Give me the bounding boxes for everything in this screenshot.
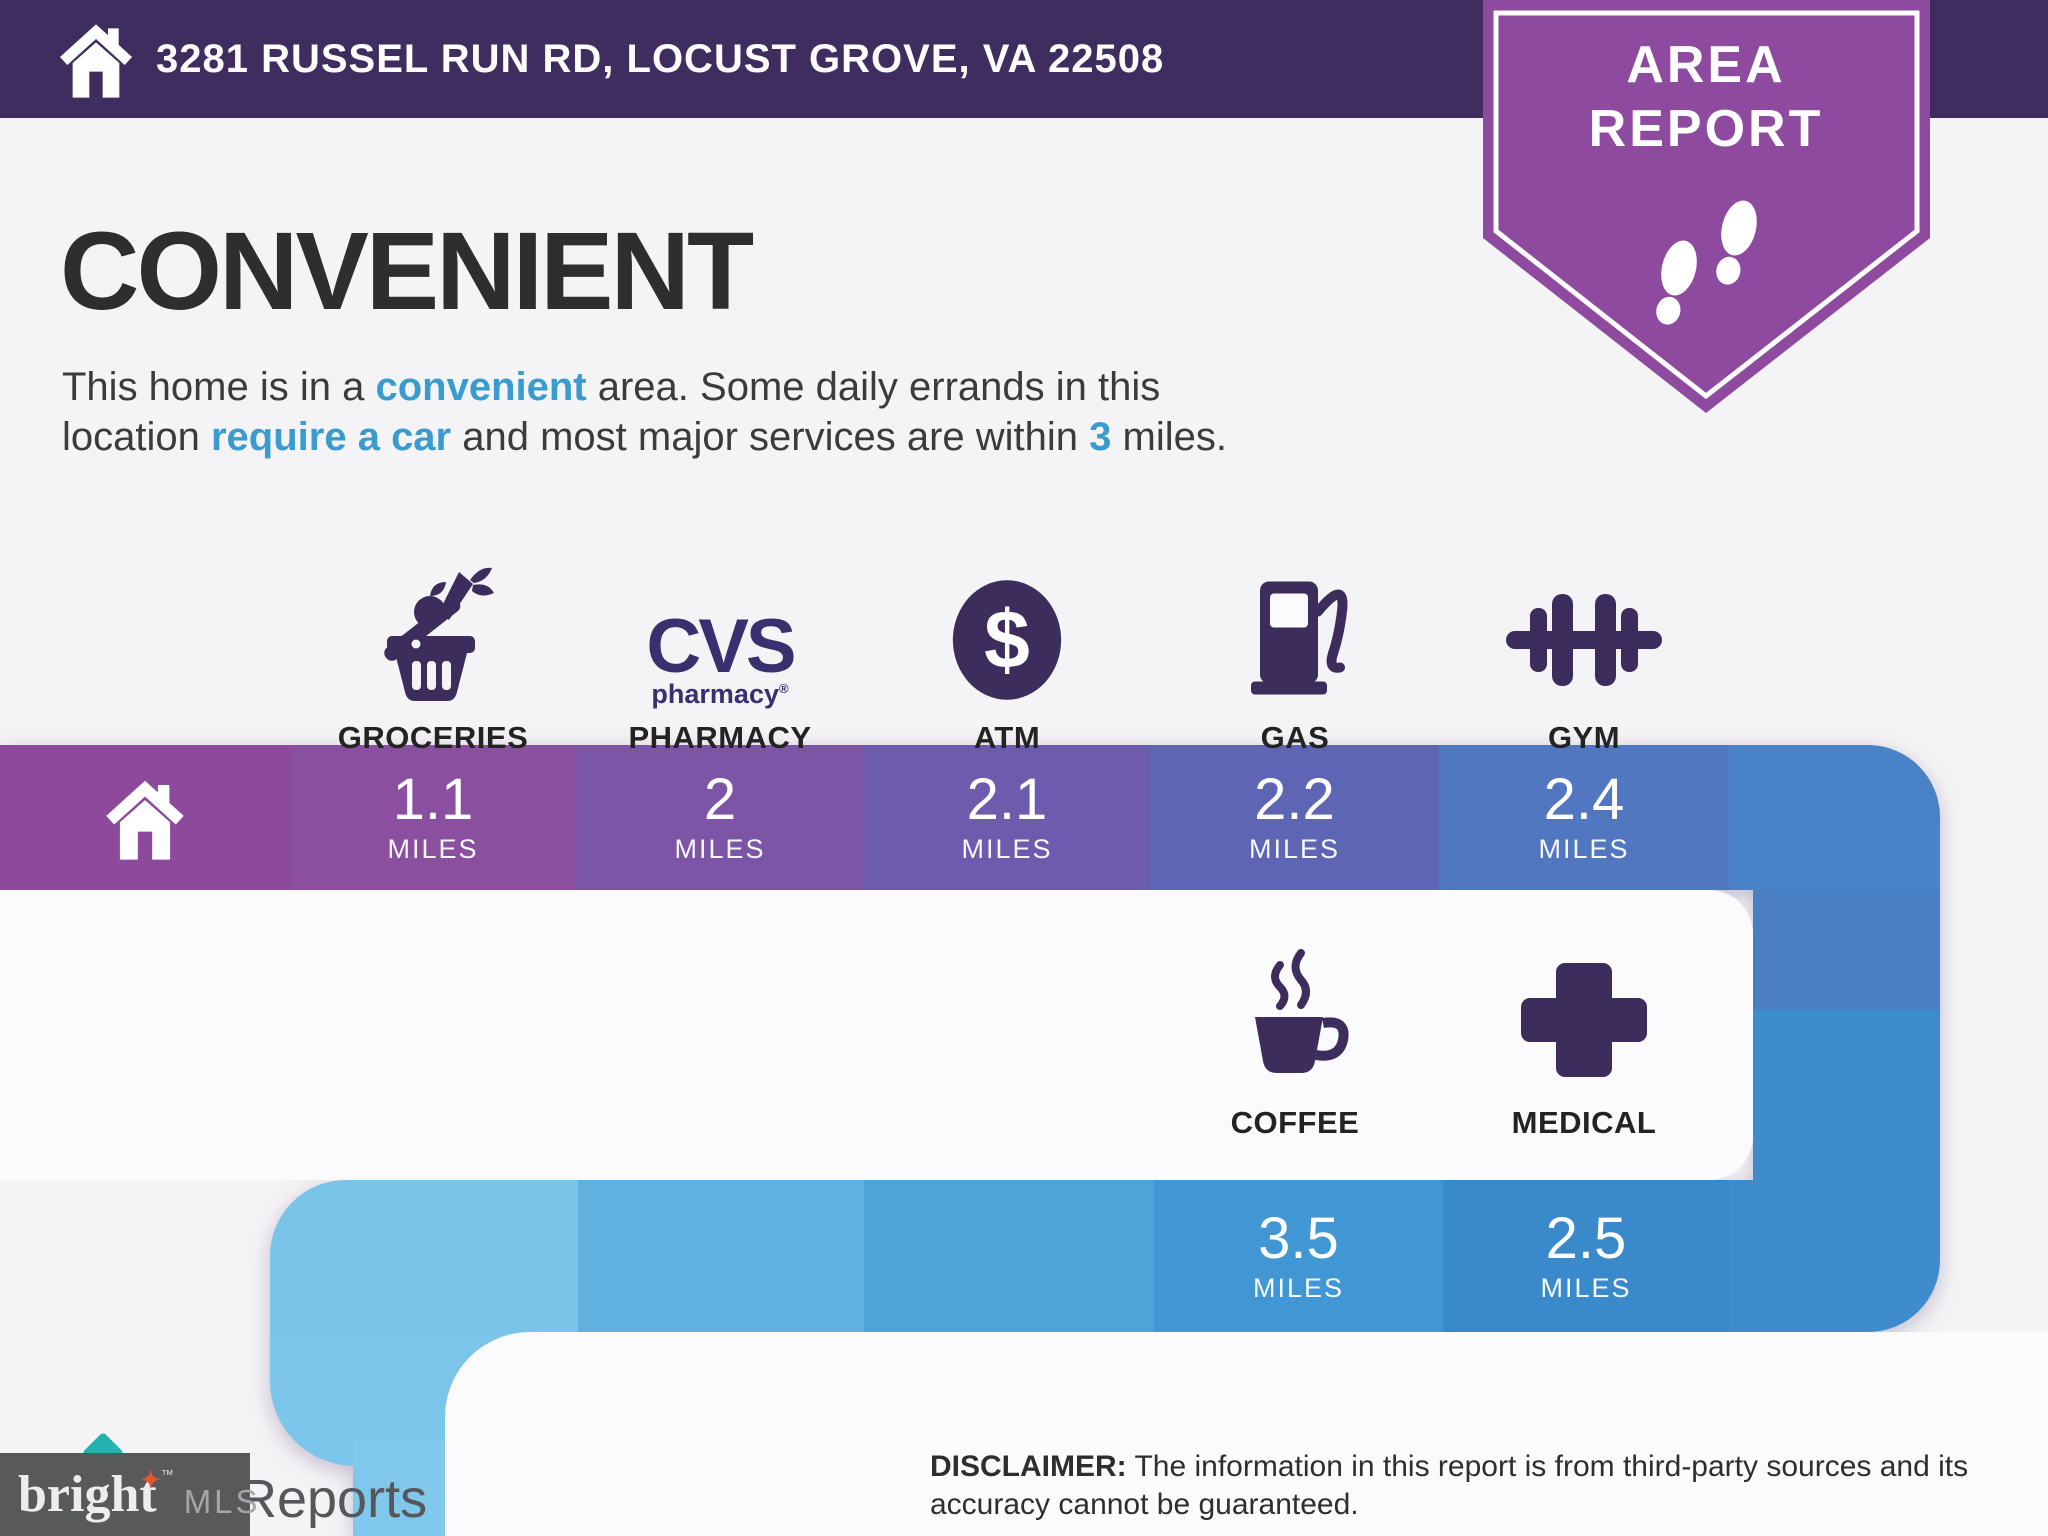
desc-text: miles. [1111, 415, 1227, 459]
desc-highlight-require-a-car: require a car [210, 415, 452, 459]
disclaimer-label: DISCLAIMER: [930, 1450, 1127, 1483]
amenity-label: GROCERIES [337, 720, 529, 755]
trademark-symbol: ™ [160, 1467, 174, 1482]
amenity-gas: GAS [1150, 540, 1440, 756]
amenity-label: COFFEE [1230, 1105, 1360, 1140]
amenity-label: GYM [1547, 720, 1621, 755]
desc-text: and most major services are within [451, 415, 1090, 459]
disclaimer: DISCLAIMER: The information in this repo… [930, 1448, 2025, 1524]
amenity-label: MEDICAL [1511, 1105, 1657, 1140]
bright-mls-logo: bright ✦ ™ MLS [0, 1453, 258, 1536]
brand-suffix: MLS [183, 1482, 261, 1520]
dollar-circle-icon: $ [952, 580, 1062, 700]
dumbbell-icon [1506, 594, 1662, 686]
cvs-logo-text: CVS [646, 604, 796, 689]
middle-cutout-panel [0, 890, 1753, 1180]
reports-wordmark: Reports [238, 1469, 428, 1529]
bottom-cutout-panel [445, 1332, 2048, 1536]
grocery-basket-icon [384, 567, 494, 701]
medical-cross-icon [1521, 963, 1647, 1077]
distance-atm: 2.1 MILES [961, 767, 1053, 865]
disclaimer-text: The information in this report is from t… [930, 1450, 1969, 1521]
distance-pharmacy: 2 MILES [674, 767, 766, 865]
gas-pump-icon [1251, 581, 1348, 695]
amenity-groceries: GROCERIES [288, 540, 578, 756]
distance-coffee: 3.5 MILES [1252, 1205, 1345, 1303]
cvs-pharmacy-logo: CVS pharmacy® [646, 604, 796, 710]
page-description: This home is in a convenient area. Some … [62, 362, 1227, 462]
desc-text: location [62, 415, 211, 459]
amenity-label: ATM [973, 720, 1041, 755]
property-address: 3281 RUSSEL RUN RD, LOCUST GROVE, VA 225… [156, 36, 1165, 81]
desc-highlight-convenient: convenient [375, 365, 587, 409]
brand-name: bright ✦ [18, 1467, 161, 1521]
area-report-badge: AREA REPORT [1483, 0, 1930, 413]
registered-mark: ® [778, 681, 789, 696]
bar-home-marker [0, 745, 290, 890]
page-title: CONVENIENT [60, 210, 754, 333]
amenity-medical: MEDICAL [1439, 925, 1729, 1141]
star-icon: ✦ [140, 1466, 161, 1494]
distance-gym: 2.4 MILES [1538, 767, 1630, 865]
coffee-cup-icon [1255, 949, 1349, 1073]
desc-text: This home is in a [62, 365, 376, 409]
amenity-label: GAS [1260, 720, 1330, 755]
distance-medical: 2.5 MILES [1540, 1205, 1632, 1303]
desc-highlight-3: 3 [1089, 415, 1112, 459]
amenity-pharmacy: CVS pharmacy® PHARMACY [575, 540, 865, 756]
amenity-gym: GYM [1439, 540, 1729, 756]
amenity-atm: $ ATM [862, 540, 1152, 756]
amenity-coffee: COFFEE [1150, 925, 1440, 1141]
home-icon [56, 8, 136, 110]
badge-line2: REPORT [1589, 100, 1824, 158]
home-icon [102, 775, 188, 861]
cvs-pharmacy-text: pharmacy® [651, 679, 789, 709]
desc-text: area. Some daily errands in this [586, 365, 1161, 409]
badge-line1: AREA [1626, 36, 1785, 94]
dollar-sign: $ [984, 595, 1030, 686]
footprints-icon [1656, 200, 1757, 325]
distance-groceries: 1.1 MILES [387, 767, 479, 865]
amenity-label: PHARMACY [628, 720, 812, 755]
distance-gas: 2.2 MILES [1248, 767, 1341, 865]
